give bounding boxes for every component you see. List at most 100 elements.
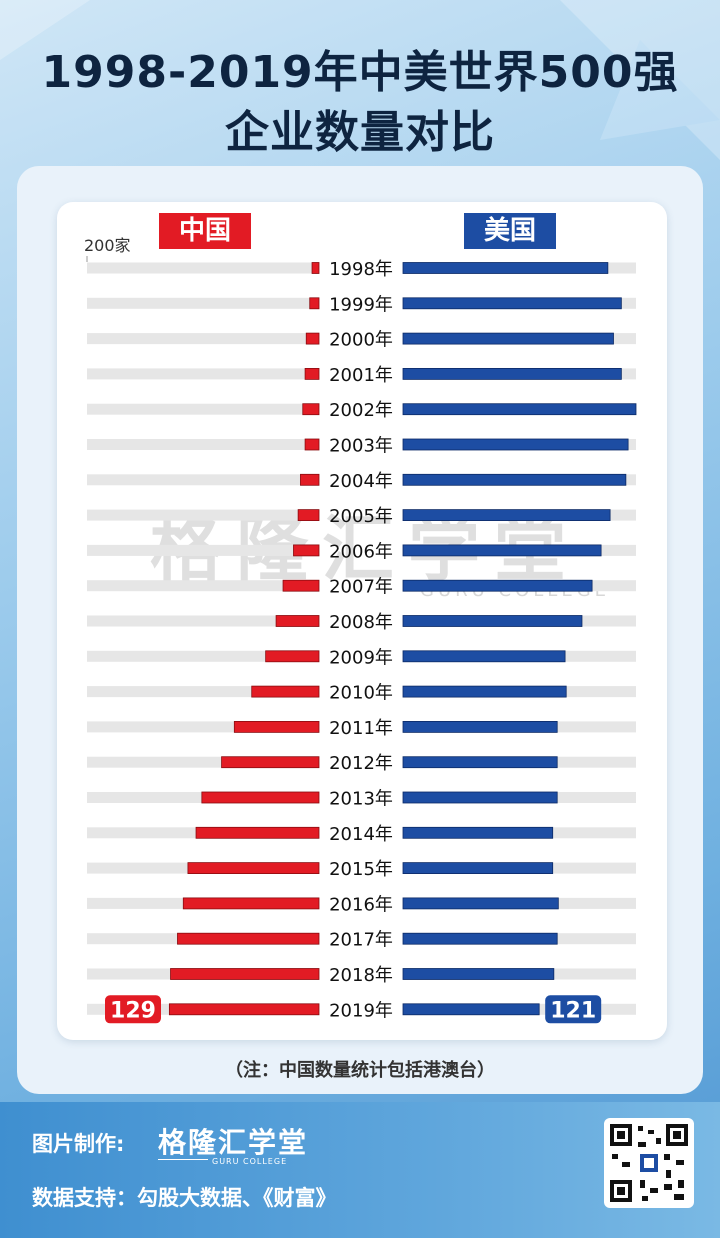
usa-bar [402,544,602,557]
usa-bar [402,826,554,839]
china-track [87,262,319,274]
china-bar [221,756,320,769]
year-label: 2014年 [329,824,393,845]
china-bar [297,509,320,522]
china-bar [304,438,320,451]
china-track [87,544,319,556]
year-label: 2005年 [329,506,393,527]
usa-bar [402,791,558,804]
year-label: 2019年 [329,1000,393,1021]
china-bar [233,721,320,733]
china-bar [177,932,320,945]
year-label: 2013年 [329,789,393,810]
year-label: 2000年 [329,330,393,351]
usa-bar [402,685,567,698]
usa-bar [402,297,622,310]
china-bar [168,1003,320,1016]
usa-bar [402,721,558,733]
usa-bar [402,615,583,627]
usa-bar [402,579,593,592]
china-value-label: 129 [110,998,156,1023]
usa-bar [402,650,566,663]
usa-bar [402,332,614,345]
china-bar [195,826,320,839]
china-track [87,333,319,345]
china-bar [201,791,320,804]
usa-bar [402,438,629,451]
usa-bar [402,473,627,486]
year-label: 1999年 [329,294,393,315]
china-track [87,368,319,380]
usa-value-badge [545,995,602,1024]
usa-bar [402,509,611,522]
china-track [87,721,319,733]
china-bar [311,262,320,274]
china-bar [302,403,320,416]
china-track [87,403,319,415]
usa-bar [402,897,559,910]
china-bar [293,544,320,557]
china-track [87,756,319,768]
usa-bar [402,862,554,874]
china-track [87,686,319,698]
year-label: 2010年 [329,683,393,704]
legend-usa: 美国 [464,213,556,249]
year-label: 2006年 [329,541,393,562]
china-bar [275,615,320,627]
china-track [87,474,319,486]
legend-china: 中国 [159,213,251,249]
footnote: （注：中国数量统计包括港澳台） [225,1060,495,1081]
usa-bar [402,756,558,769]
china-bar [305,332,320,345]
usa-bar [402,1003,540,1016]
made-by-label: 图片制作: [32,1132,125,1156]
china-track [87,615,319,627]
china-track [87,580,319,592]
year-label: 2012年 [329,753,393,774]
brand-logo-sub: GURU COLLEGE [212,1157,288,1166]
china-bar [304,367,320,380]
page-subtitle: 企业数量对比 [225,107,495,158]
year-label: 2004年 [329,471,393,492]
china-bar [251,685,320,698]
scale-label: 200家 [84,236,131,255]
china-bar [187,862,320,874]
year-label: 2016年 [329,894,393,915]
year-label: 2008年 [329,612,393,633]
china-value-badge [105,995,161,1024]
usa-bar [402,932,558,945]
usa-bar [402,262,609,274]
china-bar [300,473,320,486]
year-label: 2015年 [329,859,393,880]
year-label: 2001年 [329,365,393,386]
data-source-label: 数据支持：勾股大数据、《财富》 [32,1186,337,1210]
year-label: 2018年 [329,965,393,986]
usa-bar [402,403,637,416]
china-track [87,650,319,662]
brand-logo: 格隆汇学堂 [158,1126,309,1159]
qr-code-icon[interactable] [604,1118,694,1208]
year-label: 2007年 [329,577,393,598]
year-label: 2003年 [329,436,393,457]
year-label: 2009年 [329,647,393,668]
year-label: 2017年 [329,930,393,951]
year-label: 1998年 [329,259,393,280]
china-bar [282,579,320,592]
china-track [87,439,319,450]
china-bar [309,297,320,310]
china-track [87,297,319,309]
china-bar [170,968,320,980]
china-bar [182,897,320,910]
usa-bar [402,968,555,980]
footer-bar [0,1102,720,1238]
china-track [87,509,319,521]
page-title: 1998-2019年中美世界500强 [41,47,679,98]
year-label: 2002年 [329,400,393,421]
china-bar [265,650,320,663]
usa-bar [402,367,622,380]
usa-value-label: 121 [550,998,596,1023]
year-label: 2011年 [329,718,393,739]
logo-divider [158,1159,208,1160]
